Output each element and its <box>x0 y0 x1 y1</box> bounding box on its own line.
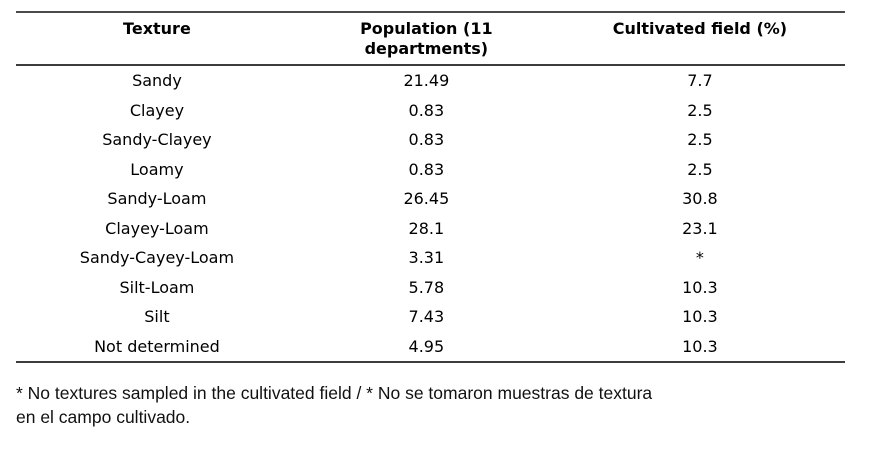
cultivated-cell: 2.5 <box>687 100 713 120</box>
cultivated-cell: 10.3 <box>682 336 718 356</box>
texture-cell: Not determined <box>94 336 220 356</box>
texture-cell: Sandy-Clayey <box>102 130 212 150</box>
texture-cell: Clayey <box>129 100 185 120</box>
texture-cell: Silt <box>144 307 170 327</box>
population-cell: 4.95 <box>408 336 445 356</box>
population-cell: 3.31 <box>408 248 445 268</box>
table-header: Texture Population (11 departments) Cult… <box>16 12 845 65</box>
cultivated-cell: 2.5 <box>687 130 713 150</box>
population-cell: 0.83 <box>408 159 445 179</box>
cultivated-cell: 23.1 <box>682 218 718 238</box>
population-cell: 26.45 <box>403 189 450 209</box>
header-row: Texture Population (11 departments) Cult… <box>16 12 845 65</box>
table-row-silt: Silt 7.43 10.3 <box>16 302 845 332</box>
col-header-texture: Texture <box>16 12 298 65</box>
table-body: Sandy 21.49 7.7 Clayey 0.83 2.5 Sandy-Cl… <box>16 65 845 362</box>
table-row-loamy: Loamy 0.83 2.5 <box>16 154 845 184</box>
soil-texture-table-figure: Texture Population (11 departments) Cult… <box>0 11 883 459</box>
cultivated-cell: 30.8 <box>682 189 718 209</box>
table-row-silt-loam: Silt-Loam 5.78 10.3 <box>16 272 845 302</box>
col-header-texture-label: Texture <box>123 19 191 38</box>
texture-cell: Silt-Loam <box>119 277 195 297</box>
footnote-line-1: * No textures sampled in the cultivated … <box>16 382 653 403</box>
texture-cell: Clayey-Loam <box>105 218 209 238</box>
cultivated-cell: 10.3 <box>682 307 718 327</box>
table-footnote: * No textures sampled in the cultivated … <box>16 381 867 429</box>
cultivated-cell: * <box>695 248 704 268</box>
population-cell: 5.78 <box>408 277 445 297</box>
population-cell: 28.1 <box>408 218 445 238</box>
population-cell: 7.43 <box>408 307 445 327</box>
texture-cell: Sandy-Cayey-Loam <box>79 248 235 268</box>
texture-cell: Sandy <box>132 71 182 91</box>
table-row-sandy-cayey-loam: Sandy-Cayey-Loam 3.31 * <box>16 243 845 273</box>
footnote-line-2: en el campo cultivado. <box>16 407 191 428</box>
col-header-population-label: Population (11 departments) <box>360 19 493 59</box>
texture-cell: Sandy-Loam <box>107 189 207 209</box>
col-header-population: Population (11 departments) <box>298 12 555 65</box>
table-row-clayey-loam: Clayey-Loam 28.1 23.1 <box>16 213 845 243</box>
population-cell: 0.83 <box>408 130 445 150</box>
table-row-not-determined: Not determined 4.95 10.3 <box>16 331 845 362</box>
table-row-sandy-loam: Sandy-Loam 26.45 30.8 <box>16 184 845 214</box>
population-cell: 0.83 <box>408 100 445 120</box>
texture-cell: Loamy <box>130 159 184 179</box>
col-header-cultivated-field-label: Cultivated field (%) <box>612 19 788 38</box>
soil-texture-table: Texture Population (11 departments) Cult… <box>16 11 845 363</box>
table-row-sandy: Sandy 21.49 7.7 <box>16 65 845 96</box>
col-header-cultivated-field: Cultivated field (%) <box>555 12 845 65</box>
table-row-clayey: Clayey 0.83 2.5 <box>16 95 845 125</box>
population-cell: 21.49 <box>403 71 450 91</box>
table-row-sandy-clayey: Sandy-Clayey 0.83 2.5 <box>16 125 845 155</box>
cultivated-cell: 2.5 <box>687 159 713 179</box>
cultivated-cell: 10.3 <box>682 277 718 297</box>
cultivated-cell: 7.7 <box>687 71 713 91</box>
